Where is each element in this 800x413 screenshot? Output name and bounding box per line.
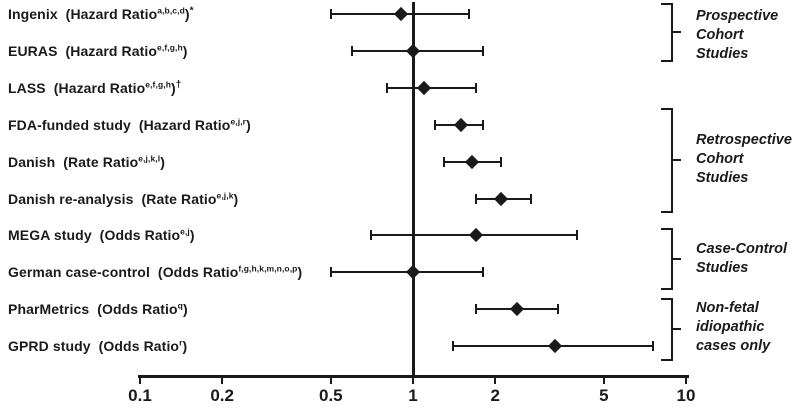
ci-cap-left: [443, 156, 446, 167]
axis-tick: [139, 375, 141, 384]
ci-cap-left: [351, 45, 354, 56]
ci-cap-left: [329, 267, 332, 278]
group-bracket-vertical: [671, 108, 673, 213]
estimate-diamond: [509, 302, 524, 317]
study-label: FDA-funded study (Hazard Ratioe,j,r): [8, 116, 251, 133]
ci-cap-right: [481, 119, 484, 130]
ci-cap-right: [474, 82, 477, 93]
study-footnote-superscript: e,j,r: [230, 116, 247, 127]
axis-tick-label: 0.5: [318, 386, 343, 405]
group-label: Case-Control Studies: [696, 240, 787, 278]
axis-tick-label: 5: [599, 386, 609, 405]
ci-cap-left: [369, 230, 372, 241]
estimate-diamond: [493, 191, 509, 206]
group-label-line: cases only: [696, 338, 771, 354]
group-bracket-top-cap: [661, 228, 673, 230]
ci-cap-left: [385, 82, 388, 93]
group-label-line: Prospective: [696, 8, 779, 24]
group-bracket-mid-tick: [673, 159, 681, 161]
group-label: Retrospective Cohort Studies: [696, 131, 792, 188]
study-footnote-superscript: e,f,g,h: [157, 42, 183, 53]
group-label-line: Cohort: [696, 27, 744, 43]
axis-tick: [685, 375, 687, 384]
ci-cap-left: [433, 119, 436, 130]
study-label: MEGA study (Odds Ratioe,j): [8, 226, 195, 244]
study-suffix-mark: *: [189, 5, 194, 17]
study-footnote-superscript: e,j: [180, 226, 190, 237]
ci-cap-left: [474, 193, 477, 204]
ci-cap-right: [529, 193, 532, 204]
ci-cap-left: [451, 341, 454, 352]
study-footnote-superscript: f,g,h,k,m,n,o,p: [238, 263, 298, 274]
ci-cap-left: [329, 9, 332, 19]
ci-cap-right: [481, 45, 484, 56]
group-label: Non-fetal idiopathic cases only: [696, 299, 770, 356]
study-footnote-superscript: a,b,c,d: [157, 5, 185, 16]
ci-cap-right: [499, 156, 502, 167]
axis-tick: [221, 375, 224, 384]
group-bracket-vertical: [671, 228, 673, 290]
study-footnote-superscript: q: [177, 300, 183, 311]
group-label-line: Non-fetal: [696, 300, 759, 316]
estimate-diamond: [393, 6, 408, 22]
study-footnote-superscript: r: [179, 337, 183, 348]
study-label: LASS (Hazard Ratioe,f,g,h)†: [8, 79, 182, 96]
study-footnote-superscript: e,f,g,h: [145, 79, 171, 90]
group-label-line: Studies: [696, 46, 749, 62]
reference-line: [411, 2, 415, 375]
study-footnote-superscript: e,j,k: [216, 189, 234, 200]
study-suffix-mark: †: [175, 79, 182, 91]
axis-tick-label: 1: [408, 386, 418, 405]
group-bracket-bottom-cap: [661, 288, 673, 290]
study-label: GPRD study (Odds Ratior): [8, 337, 188, 355]
axis-tick: [602, 375, 605, 384]
group-bracket-vertical: [671, 3, 673, 62]
group-bracket-top-cap: [661, 298, 673, 300]
group-label-line: Retrospective: [696, 132, 792, 148]
axis-tick-label: 2: [490, 386, 500, 405]
group-bracket-vertical: [671, 298, 673, 361]
group-label-line: Cohort: [696, 151, 744, 167]
group-label-line: Studies: [696, 260, 749, 276]
ci-cap-right: [481, 267, 484, 278]
axis-tick: [412, 375, 414, 384]
group-bracket-bottom-cap: [661, 359, 673, 361]
group-bracket-bottom-cap: [661, 60, 673, 62]
group-bracket-mid-tick: [673, 328, 681, 330]
ci-cap-left: [474, 304, 477, 315]
estimate-diamond: [417, 80, 432, 95]
estimate-diamond: [405, 43, 421, 58]
group-label-line: Studies: [696, 170, 749, 186]
estimate-diamond: [547, 339, 562, 354]
study-label: Danish (Rate Ratioe,j,k,l): [8, 152, 165, 170]
axis-tick: [329, 375, 332, 384]
study-label: Danish re-analysis (Rate Ratioe,j,k): [8, 189, 239, 207]
axis-tick-label: 10: [676, 386, 696, 405]
study-label: Ingenix (Hazard Ratioa,b,c,d)*: [8, 5, 194, 22]
estimate-diamond: [468, 228, 483, 243]
group-label: Prospective Cohort Studies: [696, 7, 778, 64]
estimate-diamond: [453, 117, 469, 132]
group-label-line: Case-Control: [696, 241, 788, 257]
group-bracket-top-cap: [661, 3, 673, 5]
group-label-line: idiopathic: [696, 319, 765, 335]
group-bracket-bottom-cap: [661, 211, 673, 213]
ci-cap-right: [652, 341, 655, 352]
ci-cap-right: [576, 230, 579, 241]
axis-tick-label: 0.2: [210, 386, 234, 405]
study-label: German case-control (Odds Ratiof,g,h,k,m…: [8, 263, 303, 281]
study-label: PharMetrics (Odds Ratioq): [8, 300, 188, 318]
group-bracket-mid-tick: [673, 258, 681, 260]
axis-tick-label: 0.1: [128, 386, 152, 405]
group-bracket-mid-tick: [673, 31, 681, 33]
estimate-diamond: [405, 265, 421, 280]
ci-cap-right: [557, 304, 560, 315]
study-footnote-superscript: e,j,k,l: [138, 152, 161, 163]
ci-cap-right: [467, 9, 470, 19]
group-bracket-top-cap: [661, 108, 673, 110]
study-label: EURAS (Hazard Ratioe,f,g,h): [8, 42, 188, 59]
axis-tick: [494, 375, 497, 384]
estimate-diamond: [465, 154, 480, 169]
